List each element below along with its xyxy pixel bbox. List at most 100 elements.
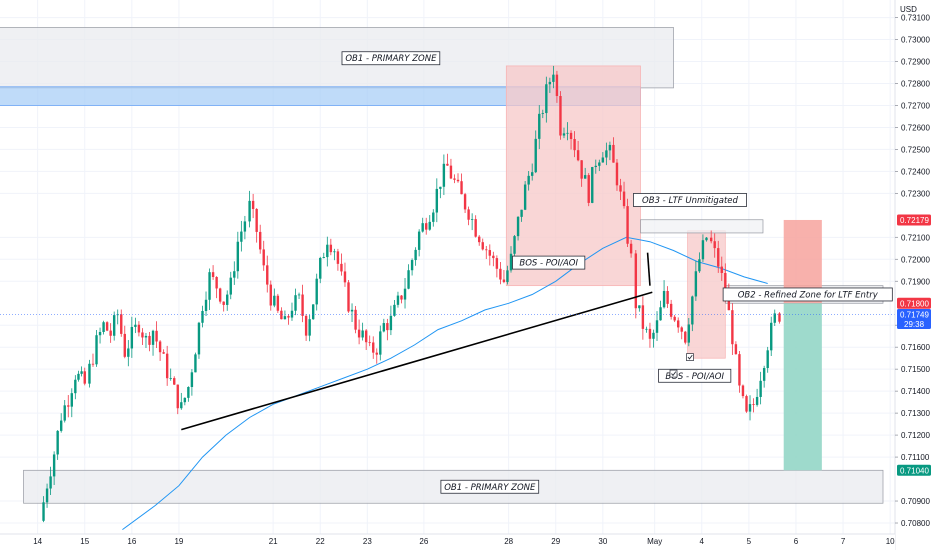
candle-body bbox=[322, 257, 325, 258]
candle-body bbox=[648, 328, 652, 339]
candle-body bbox=[98, 331, 102, 336]
price-tick-label: 0.72300 bbox=[901, 189, 930, 198]
candle-body bbox=[155, 330, 158, 342]
candle-body bbox=[513, 236, 516, 254]
candle-body bbox=[655, 320, 659, 333]
candle-body bbox=[301, 294, 304, 316]
candle-body bbox=[211, 272, 215, 277]
time-tick-label: 10 bbox=[886, 537, 895, 546]
candle-body bbox=[615, 162, 619, 186]
zone-label-box bbox=[341, 51, 441, 66]
candle-body bbox=[641, 305, 645, 329]
candle-body bbox=[741, 385, 745, 397]
price-label-box bbox=[897, 214, 931, 226]
candle-body bbox=[308, 319, 311, 336]
candle-body bbox=[229, 277, 232, 295]
candle-body bbox=[112, 315, 116, 336]
candle-body bbox=[453, 178, 456, 180]
candle-body bbox=[134, 324, 137, 327]
candle-body bbox=[778, 313, 781, 322]
price-tick-label: 0.72600 bbox=[901, 123, 930, 132]
price-label: 0.71040 bbox=[900, 466, 929, 475]
candle-body bbox=[148, 335, 151, 345]
zone-label: OB1 - PRIMARY ZONE bbox=[345, 54, 437, 64]
candle-body bbox=[439, 186, 442, 189]
candle-body bbox=[516, 216, 520, 237]
candle-body bbox=[218, 288, 222, 302]
candle-body bbox=[662, 290, 666, 308]
candle-body bbox=[770, 322, 773, 351]
price-tick-label: 0.71500 bbox=[901, 365, 930, 374]
candle-body bbox=[694, 271, 698, 297]
candle-body bbox=[336, 251, 340, 264]
candle-body bbox=[731, 310, 734, 345]
candle-body bbox=[372, 342, 375, 353]
check-mark bbox=[687, 354, 693, 360]
candle-body bbox=[400, 295, 403, 300]
candle-body bbox=[141, 332, 144, 338]
time-tick-label: 6 bbox=[794, 537, 799, 546]
candle-body bbox=[666, 290, 669, 304]
candle-body bbox=[258, 231, 262, 250]
time-tick-label: 7 bbox=[841, 537, 846, 546]
candle-body bbox=[389, 315, 393, 331]
candle-body bbox=[759, 380, 762, 397]
candle-body bbox=[612, 144, 615, 163]
time-tick-label: 29 bbox=[551, 537, 560, 546]
candle-body bbox=[243, 221, 247, 232]
candle-body bbox=[137, 324, 141, 333]
candle-body bbox=[251, 200, 255, 209]
price-tick-label: 0.72400 bbox=[901, 167, 930, 176]
candle-body bbox=[375, 352, 378, 355]
candle-body bbox=[709, 237, 713, 242]
candle-body bbox=[407, 270, 410, 289]
candle-body bbox=[594, 165, 597, 168]
candle-body bbox=[45, 488, 49, 503]
candle-body bbox=[347, 282, 350, 312]
candle-body bbox=[187, 386, 190, 398]
candle-body bbox=[573, 139, 576, 151]
candle-body bbox=[350, 309, 354, 312]
price-label: 0.72179 bbox=[900, 216, 929, 225]
candle-body bbox=[677, 320, 680, 328]
candle-body bbox=[724, 273, 727, 295]
price-tick-label: 0.71100 bbox=[901, 453, 930, 462]
candle-body bbox=[304, 315, 308, 336]
candle-body bbox=[120, 314, 123, 334]
candle-body bbox=[727, 294, 731, 311]
candle-body bbox=[467, 209, 470, 220]
candle-body bbox=[580, 160, 583, 179]
price-tick-label: 0.71300 bbox=[901, 409, 930, 418]
candle-body bbox=[130, 326, 134, 349]
annotation-label: BOS - POI/AOI bbox=[665, 372, 724, 382]
zone-label: OB2 - Refined Zone for LTF Entry bbox=[738, 290, 879, 300]
candle-body bbox=[333, 251, 336, 253]
time-tick-label: 23 bbox=[363, 537, 372, 546]
candle-body bbox=[583, 175, 587, 179]
candle-body bbox=[456, 179, 460, 182]
candle-body bbox=[766, 350, 769, 369]
candle-body bbox=[598, 162, 601, 166]
candle-body bbox=[417, 231, 421, 250]
time-tick-label: 28 bbox=[504, 537, 513, 546]
price-tick-label: 0.72000 bbox=[901, 255, 930, 264]
candle-body bbox=[755, 396, 759, 405]
candle-body bbox=[559, 96, 562, 136]
candle-body bbox=[421, 223, 424, 232]
candle-body bbox=[109, 330, 112, 336]
candle-body bbox=[266, 265, 269, 285]
zone-label: OB3 - LTF Unmitigated bbox=[642, 196, 738, 206]
candle-body bbox=[425, 223, 428, 230]
time-tick-label: 4 bbox=[700, 537, 705, 546]
candle-body bbox=[343, 271, 347, 283]
candle-body bbox=[463, 194, 467, 210]
price-tick-label: 0.70900 bbox=[901, 497, 930, 506]
candle-body bbox=[361, 330, 364, 338]
candle-body bbox=[180, 402, 183, 409]
zone-label-box bbox=[440, 479, 540, 494]
candle-body bbox=[319, 257, 322, 279]
zone-label: OB1 - PRIMARY ZONE bbox=[444, 483, 536, 493]
candle-body bbox=[63, 405, 66, 421]
price-tick-label: 0.71200 bbox=[901, 431, 930, 440]
